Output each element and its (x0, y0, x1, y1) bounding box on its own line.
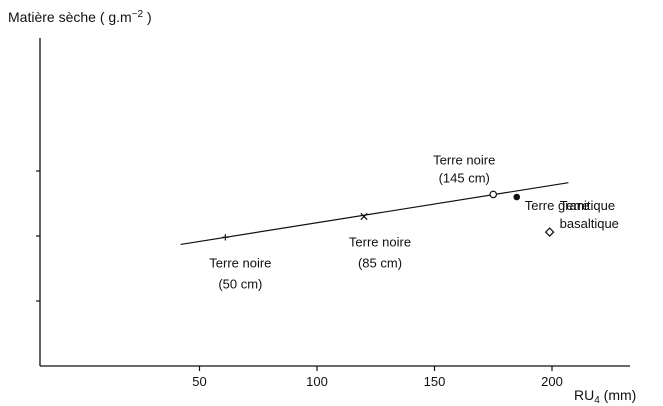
point-label: basaltique (560, 216, 619, 231)
x-axis-label: RU4 (mm) (574, 387, 636, 406)
data-point-cross (360, 212, 368, 221)
x-tick-label: 200 (541, 374, 563, 389)
x-tick-label: 100 (306, 374, 328, 389)
x-tick-label: 150 (424, 374, 446, 389)
point-label: Terre noire (209, 255, 271, 270)
data-point-open-circle (489, 190, 498, 199)
data-point-open-diamond (544, 227, 555, 237)
point-label: Terre noire (349, 235, 411, 250)
data-point-filled-circle (513, 193, 521, 201)
point-label: (85 cm) (358, 256, 402, 271)
x-tick-label: 50 (192, 374, 206, 389)
y-axis-label: Matière sèche ( g.m−2 ) (8, 9, 152, 25)
point-label: Terre noire (433, 152, 495, 167)
point-label: (50 cm) (218, 276, 262, 291)
point-label: (145 cm) (439, 170, 490, 185)
data-point-plus (222, 234, 229, 241)
point-label: Terre (560, 198, 590, 213)
regression-line (180, 182, 569, 246)
point-label: Terre granitique (525, 198, 615, 213)
